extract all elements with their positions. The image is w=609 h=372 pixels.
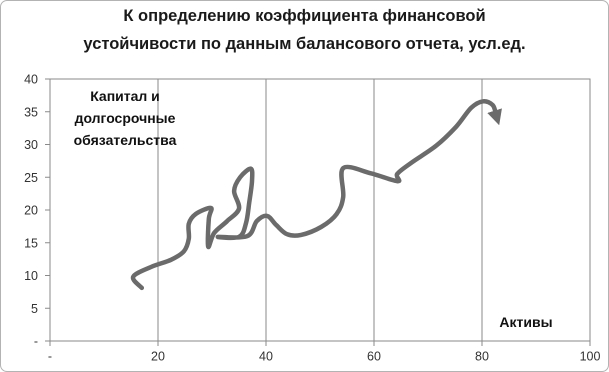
x-tick-label: 20 [151,350,165,364]
x-tick-label: 40 [259,350,273,364]
y-tick-label: 10 [24,269,38,283]
chart-title-line-1: К определению коэффициента финансовой [123,7,486,25]
axis-layer: - 20 40 60 80 100 - 5 10 15 20 25 30 35 40 [24,73,600,364]
y-tick-label: 35 [24,105,38,119]
y-tick-label: 25 [24,171,38,185]
series-layer [130,98,502,291]
chart-title: К определению коэффициента финансовой ус… [1,2,608,58]
y-tick-label: 5 [31,302,38,316]
y-tick-label: 20 [24,204,38,218]
x-tick-label: 80 [475,350,489,364]
y-tick-label: 15 [24,236,38,250]
x-axis-label: Активы [499,314,553,330]
chart-title-line-2: устойчивости по данным балансового отчет… [83,35,526,53]
y-axis-label: Капитал и долгосрочные обязательства [73,88,177,148]
series-line [130,98,502,291]
x-tick-label: - [48,350,52,364]
x-tick-label: 100 [580,350,601,364]
y-tick-label: 40 [24,73,38,87]
y-tick-label: - [34,335,38,349]
y-tick-label: 30 [24,138,38,152]
grid-layer [49,78,591,342]
x-tick-label: 60 [367,350,381,364]
